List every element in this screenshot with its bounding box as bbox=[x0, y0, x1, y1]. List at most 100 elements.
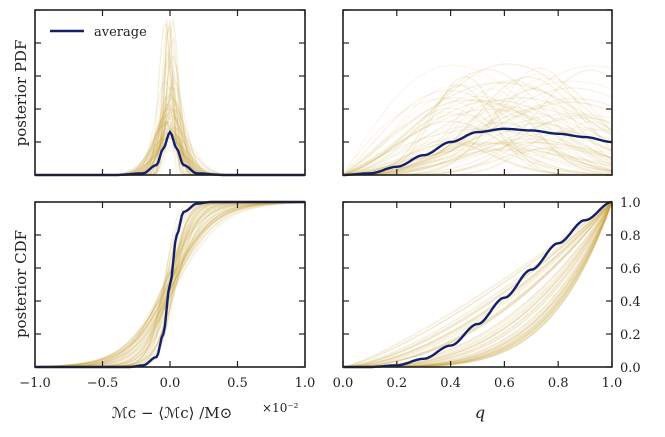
sample-curve bbox=[343, 201, 613, 368]
sample-curve bbox=[342, 107, 612, 176]
sample-curve bbox=[343, 201, 613, 368]
sample-curve bbox=[342, 201, 613, 368]
sample-curve bbox=[342, 126, 613, 176]
average-curve bbox=[343, 127, 613, 177]
sample-curve bbox=[342, 201, 613, 368]
x-tick-label: 1.0 bbox=[295, 376, 316, 391]
y-tick-label: 1.0 bbox=[620, 196, 641, 211]
y-tick-label: 0.6 bbox=[620, 262, 641, 277]
sample-curve bbox=[343, 201, 613, 368]
sample-curve bbox=[342, 201, 613, 368]
sample-curve bbox=[342, 99, 613, 176]
sample-curve bbox=[342, 108, 613, 176]
sample-curve bbox=[343, 201, 613, 368]
x-tick-label: 0.4 bbox=[440, 376, 461, 391]
sample-curve bbox=[343, 122, 613, 176]
y-tick-label: 0.0 bbox=[620, 361, 641, 376]
sample-curve bbox=[35, 201, 305, 368]
sample-curve bbox=[342, 201, 613, 368]
sample-curve bbox=[342, 105, 613, 176]
sample-curve bbox=[34, 202, 306, 368]
sample-curve bbox=[342, 111, 613, 176]
sample-curve bbox=[343, 121, 613, 176]
x-tick-label: 0.0 bbox=[333, 376, 354, 391]
y-tick-label: 0.8 bbox=[620, 229, 641, 244]
average-curve bbox=[35, 200, 305, 369]
sample-curve bbox=[343, 201, 613, 368]
sample-curve bbox=[342, 82, 613, 176]
panel-top-left-pdf bbox=[34, 9, 306, 177]
sample-curve bbox=[342, 128, 613, 176]
sample-curve bbox=[342, 89, 613, 176]
sample-curve bbox=[342, 80, 613, 176]
sample-curve bbox=[35, 133, 305, 176]
y-tick-label: 0.4 bbox=[620, 295, 641, 310]
x-tick-label: −1.0 bbox=[19, 376, 51, 391]
sample-curve bbox=[342, 108, 613, 176]
sample-curve bbox=[342, 201, 613, 368]
x-tick-label: 0.0 bbox=[160, 376, 181, 391]
sample-curve bbox=[342, 110, 613, 176]
sample-curve bbox=[342, 201, 613, 368]
sample-curve bbox=[343, 201, 613, 368]
sample-curve bbox=[342, 148, 613, 176]
sample-curve bbox=[35, 201, 305, 368]
sample-curve bbox=[35, 201, 305, 368]
sample-curve bbox=[342, 201, 613, 368]
axes-frame bbox=[342, 9, 613, 176]
sample-curve bbox=[342, 99, 613, 176]
sample-curve bbox=[342, 95, 613, 176]
sample-curve bbox=[342, 99, 613, 176]
x-tick-label: 0.6 bbox=[494, 376, 515, 391]
sample-curve bbox=[342, 101, 613, 176]
x-offset-label: ×10⁻² bbox=[262, 401, 299, 415]
sample-curve bbox=[35, 120, 305, 176]
sample-curve bbox=[35, 202, 306, 368]
sample-curve bbox=[342, 117, 613, 176]
sample-curve bbox=[343, 201, 613, 368]
sample-curve bbox=[343, 88, 613, 176]
sample-curve bbox=[35, 133, 305, 176]
panel-bottom-right-cdf: 0.0 0.2 0.4 0.6 0.8 1.00.00.20.40.60.81.0 bbox=[333, 196, 641, 391]
x-tick-label: 0.8 bbox=[548, 376, 569, 391]
sample-curve bbox=[34, 202, 306, 368]
ylabel-pdf: posterior PDF bbox=[12, 40, 30, 147]
sample-curve bbox=[342, 97, 613, 176]
legend: average bbox=[50, 25, 147, 40]
sample-curve bbox=[342, 128, 613, 176]
sample-curve bbox=[35, 115, 305, 176]
sample-curve bbox=[342, 141, 613, 176]
x-tick-label: 0.5 bbox=[227, 376, 248, 391]
sample-curve bbox=[342, 97, 613, 176]
sample-curve bbox=[343, 76, 613, 176]
x-tick-label: 0.2 bbox=[386, 376, 407, 391]
sample-curve bbox=[342, 201, 613, 368]
sample-curve bbox=[342, 140, 612, 176]
sample-curve bbox=[342, 113, 613, 176]
sample-curve bbox=[342, 141, 613, 176]
average-curve bbox=[343, 200, 613, 369]
y-tick-label: 0.2 bbox=[620, 328, 641, 343]
sample-curve bbox=[342, 201, 613, 368]
sample-curve bbox=[343, 201, 613, 368]
x-tick-label: 1.0 bbox=[602, 376, 623, 391]
sample-curve bbox=[343, 149, 613, 176]
sample-curve bbox=[342, 201, 613, 368]
sample-curve bbox=[342, 100, 613, 176]
sample-curve bbox=[342, 120, 613, 176]
sample-curve bbox=[342, 84, 613, 176]
sample-curve bbox=[342, 141, 613, 176]
sample-curve bbox=[342, 201, 613, 368]
sample-curve bbox=[342, 98, 613, 176]
ylabel-cdf: posterior CDF bbox=[12, 230, 30, 338]
panel-top-right-pdf bbox=[342, 9, 613, 177]
xlabel-chirp-mass: ℳc − ⟨ℳc⟩ /M⊙ bbox=[112, 404, 232, 422]
sample-curve bbox=[342, 148, 613, 176]
sample-curve bbox=[342, 201, 613, 368]
sample-curve bbox=[342, 80, 613, 176]
sample-curve bbox=[343, 79, 613, 176]
axes-frame bbox=[342, 201, 613, 368]
legend-label-average: average bbox=[94, 25, 147, 40]
sample-curve bbox=[342, 63, 613, 176]
